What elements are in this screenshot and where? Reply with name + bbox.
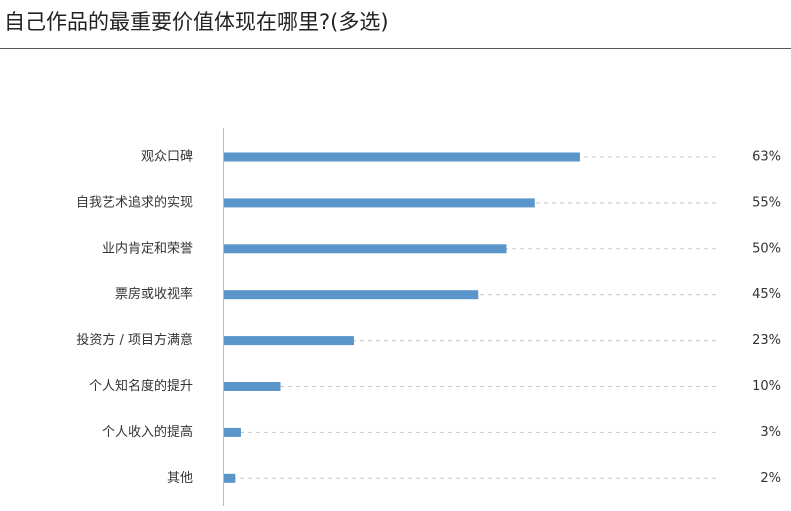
bar: [224, 382, 281, 391]
value-label: 45%: [752, 287, 781, 302]
category-label: 投资方 / 项目方满意: [76, 332, 193, 348]
value-label: 55%: [752, 195, 781, 210]
category-label: 业内肯定和荣誉: [102, 240, 193, 256]
value-label: 2%: [760, 471, 781, 486]
category-label: 个人收入的提高: [102, 424, 193, 440]
category-label: 自我艺术追求的实现: [76, 194, 193, 210]
bar: [224, 152, 580, 162]
category-label: 其他: [167, 471, 193, 486]
bar: [224, 244, 507, 254]
bar: [224, 198, 535, 208]
value-label: 63%: [752, 150, 781, 165]
bar: [224, 473, 236, 483]
bar: [224, 290, 479, 300]
category-label: 观众口碑: [141, 149, 193, 165]
value-label: 10%: [752, 379, 781, 394]
bar: [224, 427, 241, 437]
value-label: 50%: [752, 241, 781, 256]
value-label: 23%: [752, 333, 781, 348]
value-label: 3%: [760, 425, 781, 440]
chart-title: 自己作品的最重要价值体现在哪里?(多选): [4, 10, 389, 34]
category-label: 个人知名度的提升: [89, 378, 193, 394]
bar: [224, 336, 354, 346]
category-label: 票房或收视率: [115, 286, 193, 302]
